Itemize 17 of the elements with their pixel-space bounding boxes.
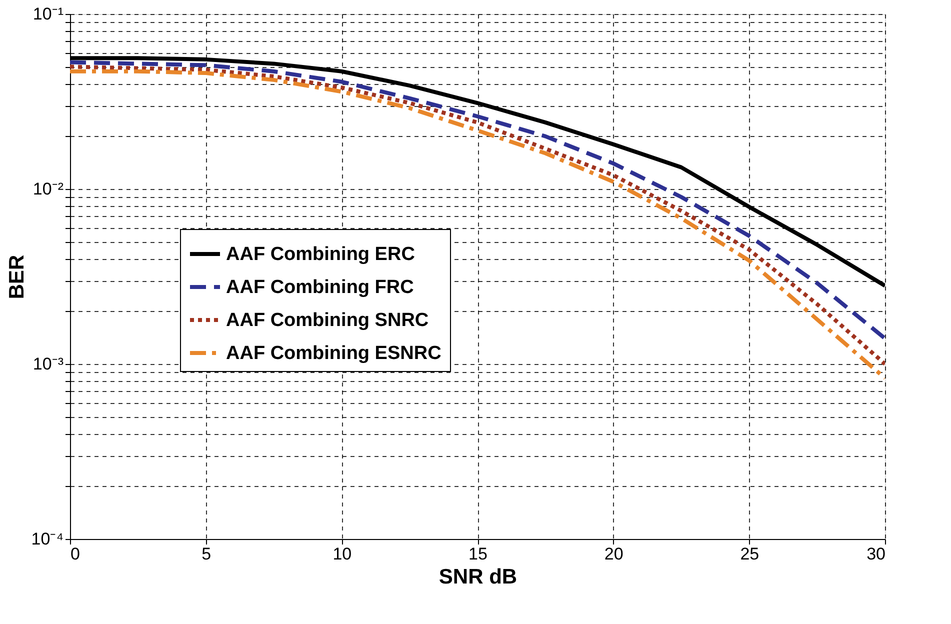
y-axis-title: BER (5, 254, 28, 300)
x-tick-label: 10 (332, 544, 352, 564)
x-tick-label: 25 (740, 544, 760, 564)
x-tick-label: 15 (468, 544, 488, 564)
legend-label: AAF Combining ERC (226, 244, 416, 265)
legend-label: AAF Combining ESNRC (226, 343, 442, 364)
x-tick-label: 30 (866, 544, 886, 564)
y-tick-label: 10⁻³ (32, 354, 64, 374)
y-tick-label: 10⁻¹ (32, 4, 64, 24)
x-tick-label: 5 (202, 544, 212, 564)
y-tick-label: 10⁻² (32, 180, 64, 198)
legend-label: AAF Combining SNRC (226, 310, 429, 331)
x-tick-label: 0 (70, 544, 80, 564)
legend-label: AAF Combining FRC (226, 277, 414, 298)
y-tick-label: 10⁻⁴ (31, 530, 64, 548)
x-tick-label: 20 (604, 544, 624, 564)
x-axis-title: SNR dB (438, 566, 518, 588)
